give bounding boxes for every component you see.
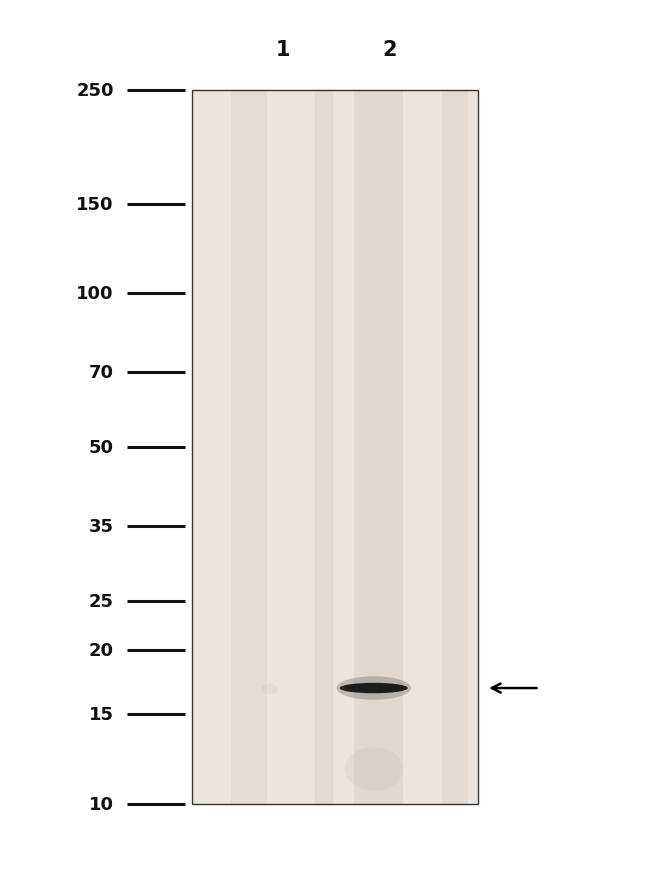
Text: 20: 20 xyxy=(89,641,114,660)
Text: 150: 150 xyxy=(76,196,114,213)
Bar xyxy=(442,91,468,804)
Bar xyxy=(192,91,478,804)
Text: 250: 250 xyxy=(76,83,114,100)
Ellipse shape xyxy=(339,683,408,693)
Text: 25: 25 xyxy=(89,592,114,610)
Text: 10: 10 xyxy=(89,795,114,813)
Text: 100: 100 xyxy=(76,285,114,303)
Text: 70: 70 xyxy=(89,364,114,382)
Text: 50: 50 xyxy=(89,439,114,456)
Ellipse shape xyxy=(344,747,403,791)
Text: 35: 35 xyxy=(89,518,114,535)
Text: 15: 15 xyxy=(89,705,114,723)
Text: 1: 1 xyxy=(276,41,290,60)
Bar xyxy=(354,91,403,804)
Text: 2: 2 xyxy=(383,41,397,60)
Ellipse shape xyxy=(337,676,411,700)
Bar xyxy=(231,91,266,804)
Ellipse shape xyxy=(261,684,278,694)
